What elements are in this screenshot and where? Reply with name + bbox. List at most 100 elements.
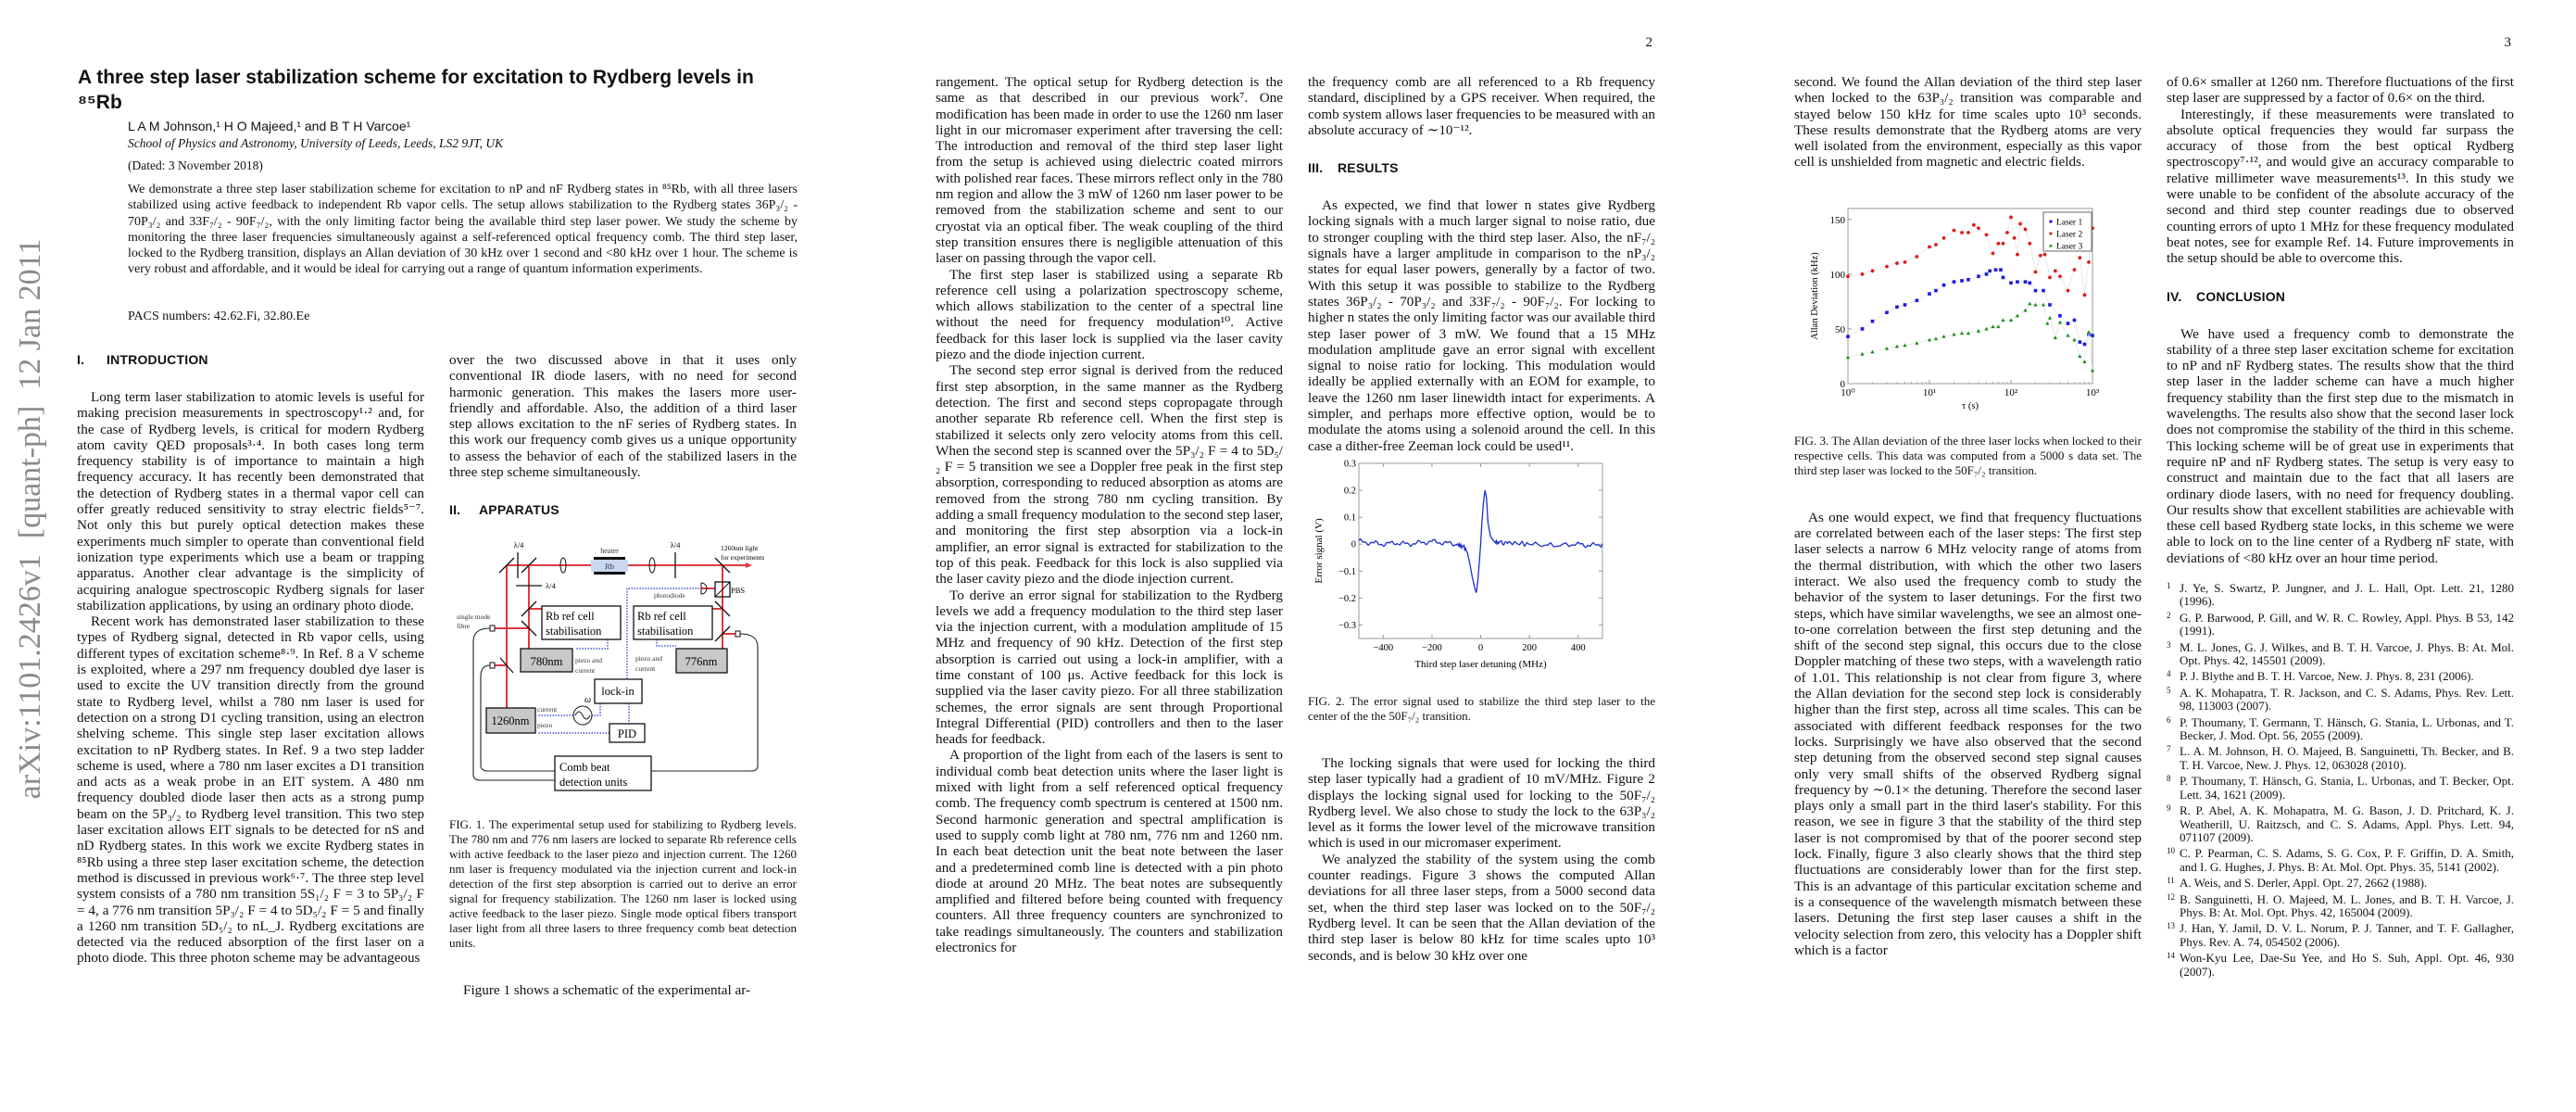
feedback-label: current: [635, 664, 656, 673]
column-1: I. INTRODUCTION Long term laser stabilizat…: [77, 343, 424, 967]
data-point-laser-2: [1967, 230, 1970, 234]
data-point-laser-2: [2005, 230, 2009, 234]
data-point-laser-2: [1996, 241, 2001, 246]
reference-text: P. J. Blythe and B. T. H. Varcoe, New. J…: [2180, 669, 2474, 684]
reference-number: 12: [2167, 891, 2175, 902]
figure-3-allan-deviation-chart: 10⁰ 10¹ 10² 10³ 0 50 100 150 τ (s) Allan Deviatio…: [1810, 208, 2100, 411]
rb-vapor-cell: [591, 560, 628, 573]
box-label: detection units: [559, 776, 627, 789]
heater-bar: [594, 557, 625, 561]
data-point-laser-1: [2023, 280, 2028, 284]
data-point-laser-1: [2033, 288, 2038, 293]
data-point-laser-1: [2066, 322, 2070, 325]
data-point-laser-3: [1894, 344, 1900, 348]
laser-780nm: 780nm: [520, 648, 573, 674]
data-point-laser-3: [1927, 337, 1932, 342]
y-tick-label: −0.1: [1338, 567, 1356, 577]
data-point-laser-1: [2048, 302, 2052, 307]
y-tick-label: 0: [1351, 540, 1356, 550]
paragraph: The second step error signal is derived …: [936, 362, 1283, 588]
reference-text: B. Sanguinetti, H. O. Majeed, M. L. Jone…: [2180, 891, 2514, 919]
reference-item: 10 C. P. Pearman, C. S. Adams, S. G. Cox,…: [2167, 844, 2514, 874]
data-point-laser-1: [1870, 319, 1875, 323]
data-point-laser-2: [2038, 253, 2042, 258]
reference-text: P. Thoumany, T. Hänsch, G. Stania, L. Ur…: [2180, 774, 2514, 802]
data-point-laser-1: [1915, 298, 1919, 302]
data-point-laser-1: [2091, 334, 2094, 337]
reference-text: J. Ye, S. Swartz, P. Jungner, and J. L. …: [2180, 581, 2514, 609]
page-number: 3: [2504, 35, 2512, 50]
data-point-laser-3: [1984, 326, 1989, 331]
data-point-laser-3: [2066, 333, 2070, 337]
legend-box: [2042, 211, 2092, 252]
data-point-laser-1: [2058, 313, 2062, 318]
data-point-laser-3: [2001, 318, 2005, 322]
data-point-laser-3: [2028, 301, 2032, 306]
data-point-laser-3: [2033, 302, 2038, 307]
x-axis-label: τ (s): [1962, 401, 1979, 411]
section-title: APPARATUS: [479, 502, 559, 518]
data-point-laser-2: [1952, 228, 1956, 233]
y-axis-label: Error signal (V): [1313, 518, 1325, 584]
data-point-laser-2: [2048, 275, 2052, 280]
y-tick-label: −0.2: [1338, 594, 1356, 604]
legend-label: Laser 3: [2056, 242, 2082, 251]
data-point-laser-2: [1860, 272, 1865, 276]
y-tick-label: 150: [1830, 215, 1846, 226]
paragraph: The first step laser is stabilized using…: [936, 266, 1283, 363]
reference-item: 4 P. J. Blythe and B. T. H. Varcoe, New. …: [2167, 667, 2514, 683]
paragraph: Interestingly, if these measurements wer…: [2167, 106, 2514, 267]
paragraph: The locking signals that were used for l…: [1308, 754, 1655, 852]
reference-item: 2 G. P. Barwood, P. Gill, and W. R. C. Ro…: [2167, 609, 2514, 638]
legend-marker: [2049, 243, 2053, 247]
authors: L A M Johnson,¹ H O Majeed,¹ and B T H V…: [128, 119, 411, 133]
pbs-diagonal: [714, 582, 731, 598]
reference-number: 5: [2167, 685, 2171, 695]
references-list: 1 J. Ye, S. Swartz, P. Jungner, and J. L.…: [2167, 579, 2514, 979]
reference-number: 2: [2167, 610, 2171, 620]
figure-2-error-signal-chart: −400 −200 0 200 400 −0.3 −0.2 −0.1 0 0.1 0.2 0.3 Thi…: [1313, 459, 1603, 670]
reference-text: G. P. Barwood, P. Gill, and W. R. C. Row…: [2180, 610, 2514, 638]
data-point-laser-2: [2042, 252, 2047, 257]
photodiode-label: photodiode: [654, 591, 685, 600]
figure-caption: FIG. 1. The experimental setup used for …: [449, 817, 797, 951]
data-point-laser-2: [1915, 254, 1919, 259]
legend-marker: [2049, 220, 2053, 223]
abstract: We demonstrate a three step laser stabil…: [128, 183, 798, 277]
x-tick-label: 200: [1522, 643, 1537, 653]
data-point-laser-3: [2057, 320, 2063, 324]
omega-label: ω: [584, 695, 591, 705]
section-number: I.: [77, 352, 85, 367]
reference-number: 10: [2167, 846, 2175, 856]
laser-label: 780nm: [531, 655, 563, 668]
data-point-laser-1: [1960, 278, 1964, 283]
page-number: 2: [1645, 35, 1653, 50]
data-point-laser-1: [1885, 310, 1889, 314]
data-point-laser-3: [2086, 330, 2092, 334]
data-point-laser-1: [2072, 318, 2077, 322]
data-point-laser-1: [2016, 280, 2019, 284]
affiliation: School of Physics and Astronomy, Univers…: [128, 136, 504, 150]
y-tick-label: 0: [1841, 379, 1846, 390]
x-axis-label: Third step laser detuning (MHz): [1414, 659, 1547, 670]
data-point-laser-2: [2087, 259, 2091, 264]
data-point-laser-3: [1845, 355, 1851, 360]
reference-number: 4: [2167, 669, 2171, 679]
data-point-laser-1: [1984, 272, 1989, 276]
box-label: stabilisation: [637, 625, 694, 638]
reference-item: 3 M. L. Jones, G. J. Wilkes, and B. T. H.…: [2167, 638, 2514, 668]
section-heading: I. INTRODUCTION: [77, 352, 424, 367]
photodiode-icon: [700, 582, 708, 595]
data-point-laser-1: [1860, 326, 1865, 331]
output-arrow-icon: [746, 562, 752, 569]
data-point-laser-3: [1991, 324, 1995, 328]
laser-label: 1260nm: [492, 714, 530, 727]
reference-number: 8: [2167, 774, 2171, 784]
paragraph: second. We found the Allan deviation of …: [1794, 74, 2142, 171]
y-tick-label: 50: [1835, 324, 1846, 335]
paragraph: A proportion of the light from each of t…: [936, 747, 1283, 956]
reference-number: 9: [2167, 803, 2171, 814]
page-2: 2 rangement. The optical setup for Rydber…: [859, 0, 1717, 1112]
data-point-laser-1: [1846, 335, 1850, 338]
data-point-laser-3: [2015, 313, 2020, 318]
